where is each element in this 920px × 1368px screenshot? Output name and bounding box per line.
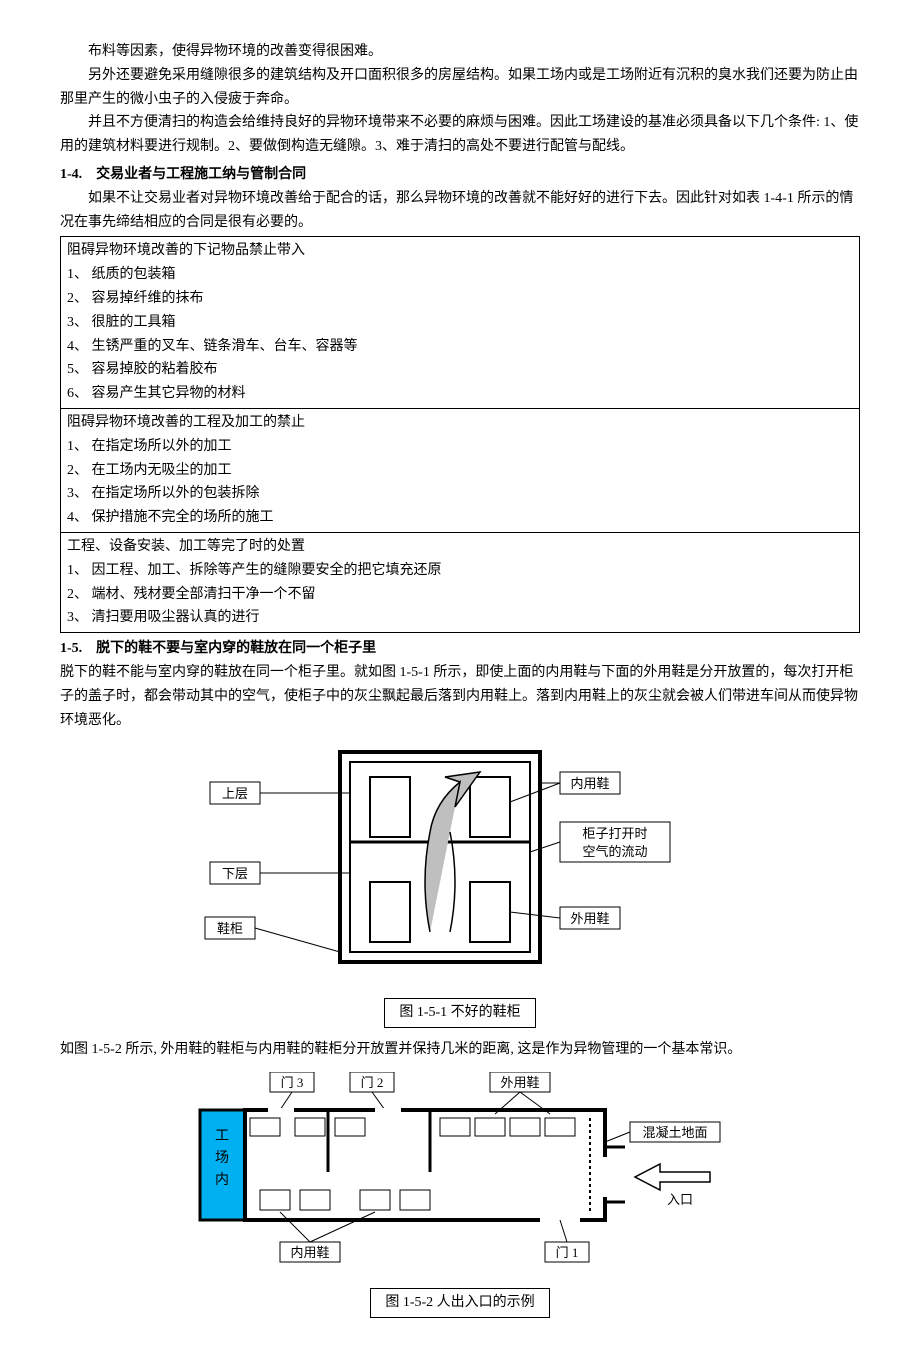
svg-text:鞋柜: 鞋柜 <box>217 921 243 936</box>
list-item: 6、 容易产生其它异物的材料 <box>67 382 853 406</box>
figure-caption: 图 1-5-1 不好的鞋柜 <box>384 998 535 1028</box>
svg-text:场: 场 <box>215 1150 229 1166</box>
svg-text:柜子打开时: 柜子打开时 <box>582 826 647 841</box>
svg-text:工: 工 <box>215 1129 229 1144</box>
paragraph: 另外还要避免采用缝隙很多的建筑结构及开口面积很多的房屋结构。如果工场内或是工场附… <box>60 64 860 112</box>
entrance-layout-diagram: 门 3 门 2 外用鞋 工 场 内 混凝土地面 入口 内用鞋 <box>150 1072 770 1282</box>
svg-text:门 1: 门 1 <box>556 1245 579 1260</box>
svg-text:门 3: 门 3 <box>281 1075 304 1090</box>
list-item: 5、 容易掉胶的粘着胶布 <box>67 358 853 382</box>
shoe-cabinet-diagram: 上层 下层 鞋柜 内用鞋 柜子打开时 空气的流动 外用鞋 <box>200 742 720 992</box>
list-item: 1、 在指定场所以外的加工 <box>67 435 853 459</box>
svg-text:内用鞋: 内用鞋 <box>290 1245 329 1260</box>
svg-text:外用鞋: 外用鞋 <box>500 1075 539 1090</box>
heading-1-5: 1-5. 脱下的鞋不要与室内穿的鞋放在同一个柜子里 <box>60 637 860 661</box>
svg-text:内用鞋: 内用鞋 <box>570 776 609 791</box>
svg-text:入口: 入口 <box>667 1192 693 1207</box>
list-item: 2、 容易掉纤维的抹布 <box>67 287 853 311</box>
table-section-title: 阻碍异物环境改善的下记物品禁止带入 <box>67 239 853 263</box>
figure-1-5-2: 门 3 门 2 外用鞋 工 场 内 混凝土地面 入口 内用鞋 <box>60 1072 860 1318</box>
svg-text:空气的流动: 空气的流动 <box>582 844 647 859</box>
paragraph: 如果不让交易业者对异物环境改善给于配合的话，那么异物环境的改善就不能好好的进行下… <box>60 187 860 235</box>
svg-text:下层: 下层 <box>222 866 248 881</box>
list-item: 4、 保护措施不完全的场所的施工 <box>67 506 853 530</box>
list-item: 3、 很脏的工具箱 <box>67 311 853 335</box>
svg-text:上层: 上层 <box>222 786 248 801</box>
table-1-4-1: 阻碍异物环境改善的下记物品禁止带入 1、 纸质的包装箱 2、 容易掉纤维的抹布 … <box>60 236 860 633</box>
table-section-title: 阻碍异物环境改善的工程及加工的禁止 <box>67 411 853 435</box>
figure-caption: 图 1-5-2 人出入口的示例 <box>370 1288 549 1318</box>
svg-text:内: 内 <box>215 1172 229 1188</box>
heading-1-4: 1-4. 交易业者与工程施工纳与管制合同 <box>60 163 860 187</box>
paragraph: 并且不方便清扫的构造会给维持良好的异物环境带来不必要的麻烦与困难。因此工场建设的… <box>60 111 860 159</box>
figure-1-5-1: 上层 下层 鞋柜 内用鞋 柜子打开时 空气的流动 外用鞋 图 1-5-1 不好的… <box>60 742 860 1028</box>
list-item: 3、 在指定场所以外的包装拆除 <box>67 482 853 506</box>
paragraph: 如图 1-5-2 所示, 外用鞋的鞋柜与内用鞋的鞋柜分开放置并保持几米的距离, … <box>60 1038 860 1062</box>
paragraph: 脱下的鞋不能与室内穿的鞋放在同一个柜子里。就如图 1-5-1 所示，即使上面的内… <box>60 661 860 732</box>
svg-text:门 2: 门 2 <box>361 1075 384 1090</box>
table-section-title: 工程、设备安装、加工等完了时的处置 <box>67 535 853 559</box>
svg-text:外用鞋: 外用鞋 <box>570 911 609 926</box>
list-item: 2、 在工场内无吸尘的加工 <box>67 459 853 483</box>
list-item: 4、 生锈严重的叉车、链条滑车、台车、容器等 <box>67 335 853 359</box>
list-item: 1、 纸质的包装箱 <box>67 263 853 287</box>
list-item: 1、 因工程、加工、拆除等产生的缝隙要安全的把它填充还原 <box>67 559 853 583</box>
paragraph: 布料等因素，使得异物环境的改善变得很困难。 <box>60 40 860 64</box>
list-item: 2、 端材、残材要全部清扫干净一个不留 <box>67 583 853 607</box>
list-item: 3、 清扫要用吸尘器认真的进行 <box>67 606 853 630</box>
svg-text:混凝土地面: 混凝土地面 <box>642 1125 707 1140</box>
